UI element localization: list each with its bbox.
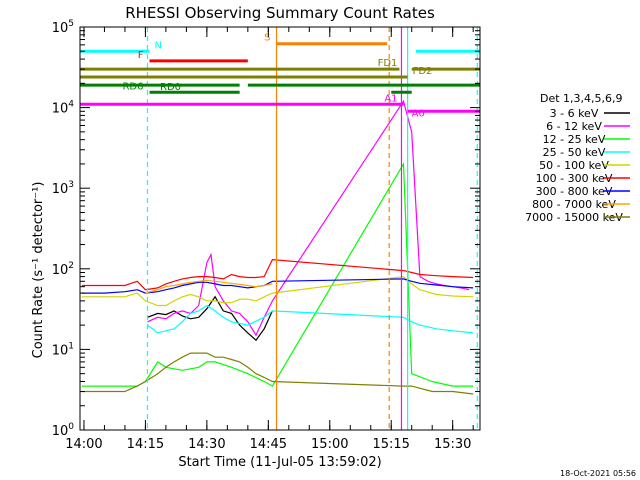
y-tick-label-4: 104 xyxy=(52,100,75,117)
y-tick-label-3: 103 xyxy=(52,180,74,197)
y-axis-label: Count Rate (s⁻¹ detector⁻¹) xyxy=(31,182,46,359)
legend-label-7: 800 - 7000 keV xyxy=(532,198,616,211)
flag-label-rd6: RD6 xyxy=(122,81,143,92)
x-tick-label-0: 14:00 xyxy=(65,437,102,452)
footer-date: 18-Oct-2021 05:56 xyxy=(560,469,636,478)
flag-label-a0: A0 xyxy=(412,108,425,119)
flag-label-n: N xyxy=(155,40,162,51)
y-tick-label-2: 102 xyxy=(52,261,74,278)
series-line-0 xyxy=(147,295,273,342)
x-tick-label-1: 14:15 xyxy=(127,437,164,452)
series-line-7 xyxy=(145,279,273,294)
legend-label-3: 25 - 50 keV xyxy=(543,146,606,159)
y-tick-label-1: 101 xyxy=(52,341,74,358)
x-tick-label-2: 14:30 xyxy=(188,437,225,452)
legend-label-6: 300 - 800 keV xyxy=(536,185,613,198)
flag-label-f: F xyxy=(138,50,144,61)
legend-label-5: 100 - 300 keV xyxy=(536,172,613,185)
series-line-1 xyxy=(147,99,470,337)
flag-label-a1: A1 xyxy=(384,93,397,104)
x-tick-label-6: 15:30 xyxy=(434,437,471,452)
flag-label-fd2: FD2 xyxy=(413,66,433,77)
x-tick-label-5: 15:15 xyxy=(372,437,409,452)
plot-frame xyxy=(79,26,481,431)
flag-label-fd1: FD1 xyxy=(378,58,398,69)
y-tick-label-5: 105 xyxy=(52,19,74,36)
legend-label-8: 7000 - 15000 keV xyxy=(525,211,623,224)
legend-label-0: 3 - 6 keV xyxy=(550,107,599,120)
series-line-3 xyxy=(147,304,474,334)
flag-label-rd0: RD0 xyxy=(160,82,181,93)
chart-title: RHESSI Observing Summary Count Rates xyxy=(125,4,435,22)
plot-area xyxy=(80,27,480,430)
legend-label-2: 12 - 25 keV xyxy=(543,133,606,146)
legend-label-4: 50 - 100 keV xyxy=(539,159,609,172)
x-tick-label-3: 14:45 xyxy=(250,437,287,452)
series-line-8 xyxy=(81,352,474,395)
legend-title: Det 1,3,4,5,6,9 xyxy=(540,92,623,105)
series-line-2 xyxy=(81,161,474,387)
x-tick-label-4: 15:00 xyxy=(311,437,348,452)
x-axis-label: Start Time (11-Jul-05 13:59:02) xyxy=(178,455,381,470)
flag-label-s: S xyxy=(264,33,270,44)
legend-label-1: 6 - 12 keV xyxy=(546,120,602,133)
